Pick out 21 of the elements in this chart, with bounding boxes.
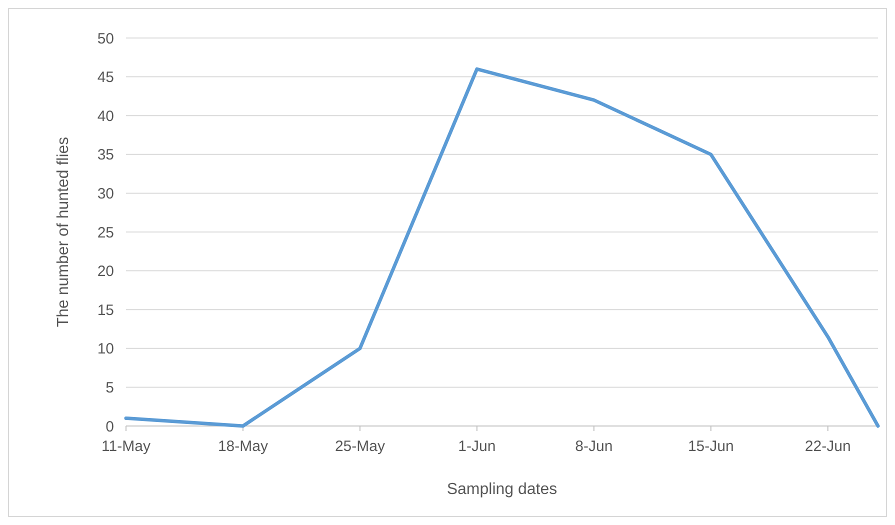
x-tick-label: 15-Jun <box>688 438 734 455</box>
y-tick-label: 5 <box>106 379 114 396</box>
y-tick-label: 45 <box>97 69 114 86</box>
x-tick-label: 8-Jun <box>575 438 613 455</box>
y-tick-label: 0 <box>106 418 114 436</box>
x-tick-label: 25-May <box>334 438 386 455</box>
x-tick-label: 18-May <box>218 438 268 455</box>
y-tick-label: 30 <box>97 185 114 202</box>
y-tick-label: 20 <box>97 263 114 280</box>
x-tick-label: 1-Jun <box>458 438 496 455</box>
y-tick-label: 40 <box>97 108 114 125</box>
x-axis-title: Sampling dates <box>446 481 558 498</box>
y-tick-label: 35 <box>97 146 114 164</box>
x-tick-label: 11-May <box>102 438 151 455</box>
x-tick-label: 22-Jun <box>804 438 851 455</box>
line-series <box>124 67 880 428</box>
y-tick-label: 50 <box>97 30 114 48</box>
y-tick-label: 10 <box>97 340 114 358</box>
y-tick-label: 15 <box>97 302 114 319</box>
y-tick-label: 25 <box>97 224 114 242</box>
y-axis-title: The number of hunted flies <box>55 136 72 328</box>
